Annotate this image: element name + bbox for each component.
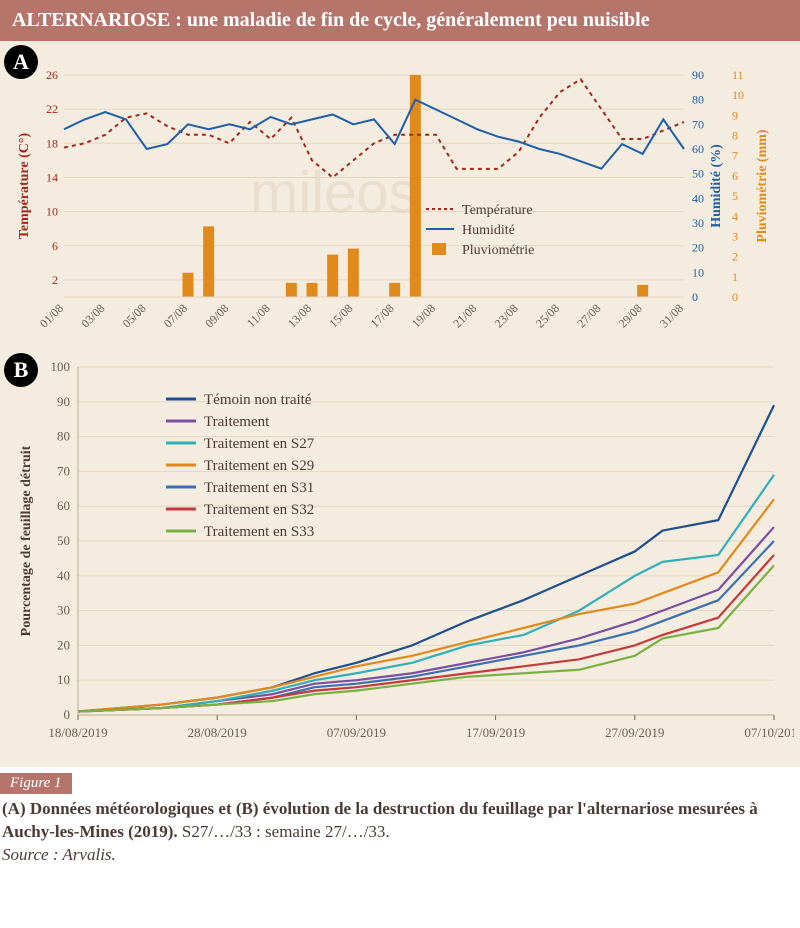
svg-text:25/08: 25/08 [533, 301, 562, 330]
svg-text:8: 8 [732, 129, 738, 143]
svg-text:Température (C°): Température (C°) [17, 133, 32, 240]
svg-text:20: 20 [692, 241, 704, 255]
svg-text:Humidité (%): Humidité (%) [709, 144, 724, 228]
svg-text:11: 11 [732, 68, 744, 82]
figure-container: ALTERNARIOSE : une maladie de fin de cyc… [0, 0, 800, 875]
svg-text:60: 60 [57, 498, 70, 513]
svg-text:15/08: 15/08 [326, 301, 355, 330]
chart-a-svg: mileos2610141822260102030405060708090012… [6, 47, 794, 347]
svg-text:0: 0 [692, 290, 698, 304]
svg-text:60: 60 [692, 142, 704, 156]
svg-text:07/09/2019: 07/09/2019 [327, 725, 386, 740]
svg-text:18/08/2019: 18/08/2019 [48, 725, 107, 740]
svg-text:90: 90 [57, 394, 70, 409]
svg-text:80: 80 [57, 429, 70, 444]
svg-text:2: 2 [52, 273, 58, 287]
svg-text:80: 80 [692, 93, 704, 107]
svg-text:10: 10 [46, 205, 58, 219]
svg-text:07/10/2019: 07/10/2019 [744, 725, 794, 740]
svg-text:01/08: 01/08 [37, 301, 66, 330]
svg-text:17/08: 17/08 [368, 301, 397, 330]
svg-text:17/09/2019: 17/09/2019 [466, 725, 525, 740]
badge-a: A [4, 45, 38, 79]
svg-text:40: 40 [57, 568, 70, 583]
svg-text:20: 20 [57, 637, 70, 652]
figure-label: Figure 1 [0, 773, 72, 794]
svg-text:2: 2 [732, 250, 738, 264]
svg-text:29/08: 29/08 [616, 301, 645, 330]
svg-text:3: 3 [732, 229, 738, 243]
svg-text:05/08: 05/08 [120, 301, 149, 330]
svg-text:31/08: 31/08 [657, 301, 686, 330]
svg-text:14: 14 [46, 170, 58, 184]
svg-text:1: 1 [732, 270, 738, 284]
svg-text:70: 70 [692, 117, 704, 131]
svg-text:07/08: 07/08 [161, 301, 190, 330]
chart-b-svg: 0 10 20 30 40 50 60 70 80 90 100 18/08/2019 28/08/20… [6, 347, 794, 759]
svg-text:22: 22 [46, 102, 58, 116]
svg-text:40: 40 [692, 191, 704, 205]
svg-text:Traitement en S31: Traitement en S31 [204, 480, 314, 496]
svg-text:28/08/2019: 28/08/2019 [188, 725, 247, 740]
caption-source: Source : Arvalis. [2, 845, 116, 864]
svg-text:18: 18 [46, 136, 58, 150]
svg-text:11/08: 11/08 [244, 301, 273, 330]
svg-text:Pluviométrie (mm): Pluviométrie (mm) [755, 129, 770, 242]
svg-text:Traitement en S27: Traitement en S27 [204, 436, 315, 452]
svg-text:50: 50 [692, 167, 704, 181]
svg-text:mileos: mileos [250, 161, 418, 226]
svg-text:Traitement en S32: Traitement en S32 [204, 502, 314, 518]
badge-b: B [4, 353, 38, 387]
svg-text:30: 30 [692, 216, 704, 230]
figure-caption: (A) Données météorologiques et (B) évolu… [0, 794, 800, 875]
svg-text:50: 50 [57, 533, 70, 548]
svg-text:Humidité: Humidité [462, 223, 515, 238]
svg-text:6: 6 [52, 239, 58, 253]
caption-rest: S27/…/33 : semaine 27/…/33. [178, 822, 390, 841]
svg-text:Traitement en S29: Traitement en S29 [204, 458, 314, 474]
svg-text:Témoin non traité: Témoin non traité [204, 392, 312, 408]
svg-text:9: 9 [732, 108, 738, 122]
figure-title: ALTERNARIOSE : une maladie de fin de cyc… [0, 0, 800, 41]
svg-text:10: 10 [692, 265, 704, 279]
svg-text:Température: Température [462, 203, 533, 218]
chart-panel: A mileos26101418222601020304050607080900… [0, 41, 800, 767]
svg-text:27/09/2019: 27/09/2019 [605, 725, 664, 740]
svg-text:0: 0 [732, 290, 738, 304]
svg-text:27/08: 27/08 [574, 301, 603, 330]
svg-text:30: 30 [57, 603, 70, 618]
svg-text:26: 26 [46, 68, 58, 82]
svg-text:10: 10 [732, 88, 744, 102]
svg-text:4: 4 [732, 209, 738, 223]
svg-text:13/08: 13/08 [285, 301, 314, 330]
svg-text:Traitement: Traitement [204, 414, 270, 430]
svg-text:Pluviométrie: Pluviométrie [462, 243, 534, 258]
svg-text:6: 6 [732, 169, 738, 183]
svg-text:7: 7 [732, 149, 738, 163]
svg-text:100: 100 [51, 359, 71, 374]
svg-text:90: 90 [692, 68, 704, 82]
svg-text:10: 10 [57, 672, 70, 687]
svg-text:0: 0 [64, 707, 71, 722]
svg-text:19/08: 19/08 [409, 301, 438, 330]
svg-text:23/08: 23/08 [492, 301, 521, 330]
svg-text:09/08: 09/08 [202, 301, 231, 330]
svg-text:Traitement en S33: Traitement en S33 [204, 524, 314, 540]
svg-text:21/08: 21/08 [450, 301, 479, 330]
svg-text:03/08: 03/08 [78, 301, 107, 330]
svg-text:5: 5 [732, 189, 738, 203]
svg-text:Pourcentage de feuillage détru: Pourcentage de feuillage détruit [19, 445, 34, 636]
svg-text:70: 70 [57, 463, 70, 478]
